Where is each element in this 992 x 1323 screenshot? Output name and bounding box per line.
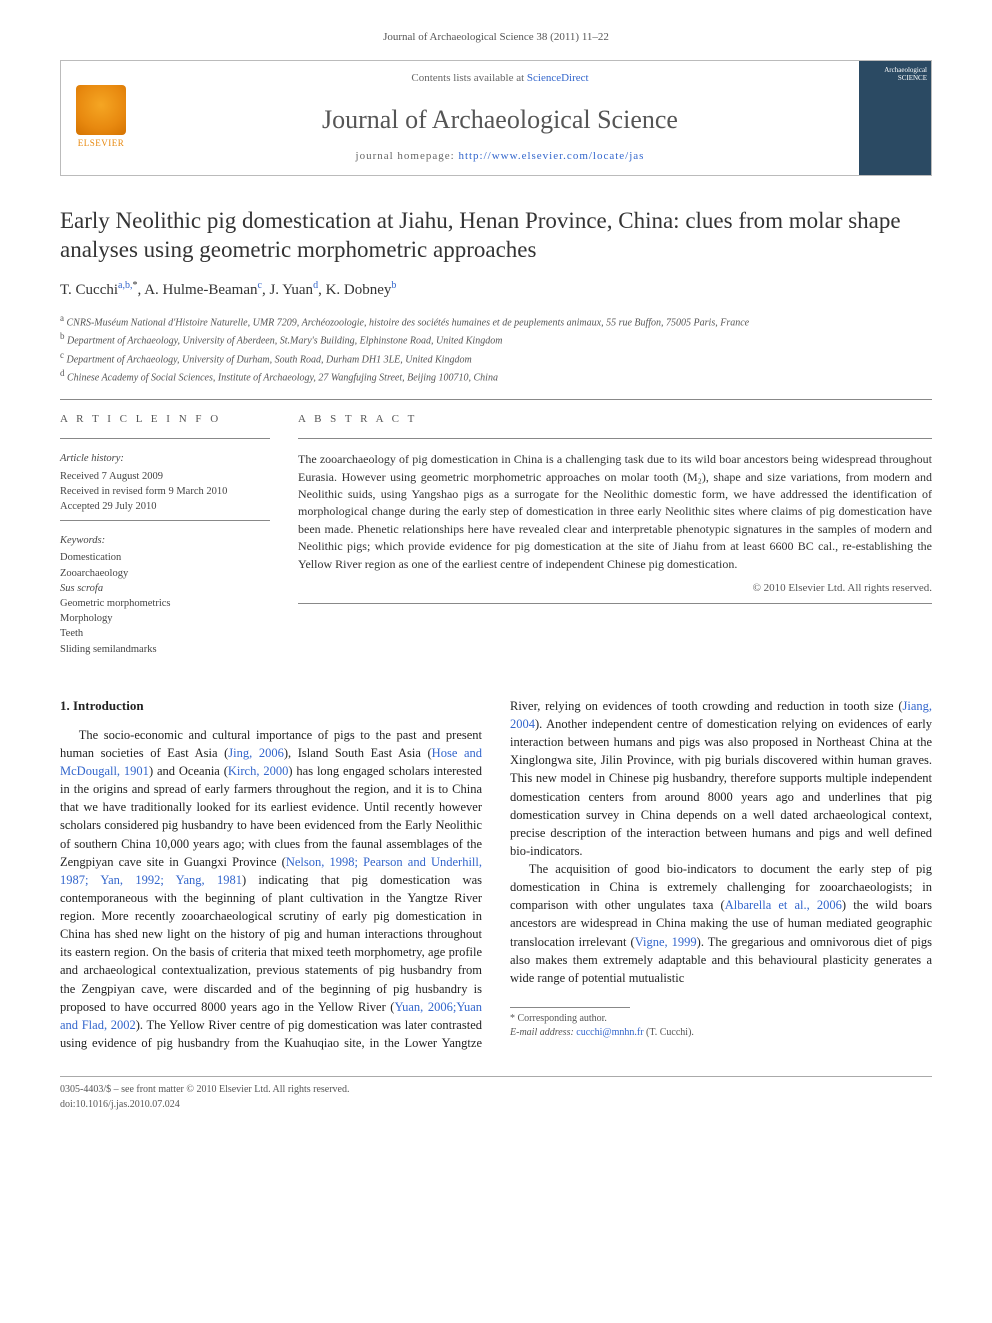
copyright-line: © 2010 Elsevier Ltd. All rights reserved… bbox=[298, 581, 932, 597]
affiliation-key: a bbox=[60, 313, 64, 323]
divider bbox=[60, 438, 270, 439]
citation-link[interactable]: Jiang, 2004 bbox=[510, 699, 932, 731]
cover-thumb-title: Archaeological SCIENCE bbox=[863, 67, 927, 82]
doi-line: doi:10.1016/j.jas.2010.07.024 bbox=[60, 1098, 349, 1113]
section-title: Introduction bbox=[73, 698, 144, 713]
history-received: Received 7 August 2009 bbox=[60, 469, 270, 484]
abstract-text: The zooarchaeology of pig domestication … bbox=[298, 451, 932, 573]
affiliation-key: d bbox=[60, 368, 65, 378]
citation-link[interactable]: Vigne, 1999 bbox=[635, 935, 697, 949]
header-citation: Journal of Archaeological Science 38 (20… bbox=[60, 30, 932, 46]
affiliation-text: Department of Archaeology, University of… bbox=[67, 354, 472, 365]
journal-title: Journal of Archaeological Science bbox=[149, 101, 851, 139]
author-list: T. Cucchia,b,*, A. Hulme-Beamanc, J. Yua… bbox=[60, 279, 932, 302]
sciencedirect-link[interactable]: ScienceDirect bbox=[527, 72, 589, 84]
keyword: Geometric morphometrics bbox=[60, 596, 270, 611]
affiliation: d Chinese Academy of Social Sciences, In… bbox=[60, 367, 932, 385]
citation-link[interactable]: Yuan, 2006;Yuan and Flad, 2002 bbox=[60, 1000, 482, 1032]
corresponding-author-star: * bbox=[133, 280, 138, 291]
homepage-link[interactable]: http://www.elsevier.com/locate/jas bbox=[458, 150, 644, 162]
divider bbox=[298, 603, 932, 604]
affiliation: b Department of Archaeology, University … bbox=[60, 330, 932, 348]
divider bbox=[60, 399, 932, 400]
footnote-separator bbox=[510, 1007, 630, 1008]
section-heading: 1. Introduction bbox=[60, 697, 482, 716]
article-info-panel: A R T I C L E I N F O Article history: R… bbox=[60, 412, 270, 657]
abstract-panel: A B S T R A C T The zooarchaeology of pi… bbox=[298, 412, 932, 657]
author-name: K. Dobney bbox=[326, 282, 392, 298]
divider bbox=[298, 438, 932, 439]
journal-center: Contents lists available at ScienceDirec… bbox=[141, 61, 859, 175]
abstract-heading: A B S T R A C T bbox=[298, 412, 932, 428]
corresponding-author-footnote: * Corresponding author. E-mail address: … bbox=[510, 1012, 932, 1041]
affiliation-text: Department of Archaeology, University of… bbox=[67, 336, 502, 347]
author-affiliation-marker[interactable]: a,b, bbox=[118, 280, 132, 291]
article-info-heading: A R T I C L E I N F O bbox=[60, 412, 270, 428]
email-link[interactable]: cucchi@mnhn.fr bbox=[576, 1027, 643, 1038]
history-accepted: Accepted 29 July 2010 bbox=[60, 499, 270, 514]
journal-header-box: ELSEVIER Contents lists available at Sci… bbox=[60, 60, 932, 176]
section-number: 1. bbox=[60, 698, 70, 713]
affiliation-key: b bbox=[60, 331, 65, 341]
info-abstract-row: A R T I C L E I N F O Article history: R… bbox=[60, 412, 932, 657]
affiliation-text: Chinese Academy of Social Sciences, Inst… bbox=[67, 372, 498, 383]
history-label: Article history: bbox=[60, 451, 270, 466]
elsevier-tree-icon bbox=[76, 85, 126, 135]
affiliation-text: CNRS-Muséum National d'Histoire Naturell… bbox=[67, 317, 750, 328]
keyword: Sliding semilandmarks bbox=[60, 642, 270, 657]
keyword: Teeth bbox=[60, 626, 270, 641]
journal-cover-thumbnail[interactable]: Archaeological SCIENCE bbox=[859, 61, 931, 175]
keyword: Zooarchaeology bbox=[60, 566, 270, 581]
article-title: Early Neolithic pig domestication at Jia… bbox=[60, 206, 932, 266]
keyword: Sus scrofa bbox=[60, 581, 270, 596]
affiliation: c Department of Archaeology, University … bbox=[60, 349, 932, 367]
email-name: (T. Cucchi). bbox=[646, 1027, 694, 1038]
contents-available-line: Contents lists available at ScienceDirec… bbox=[149, 71, 851, 87]
elsevier-logo[interactable]: ELSEVIER bbox=[61, 61, 141, 175]
front-matter-line: 0305-4403/$ – see front matter © 2010 El… bbox=[60, 1083, 349, 1098]
affiliations: a CNRS-Muséum National d'Histoire Nature… bbox=[60, 312, 932, 385]
affiliation-key: c bbox=[60, 350, 64, 360]
corr-email-line: E-mail address: cucchi@mnhn.fr (T. Cucch… bbox=[510, 1026, 932, 1041]
keywords-label: Keywords: bbox=[60, 533, 270, 548]
article-body: 1. Introduction The socio-economic and c… bbox=[60, 697, 932, 1052]
email-label: E-mail address: bbox=[510, 1027, 574, 1038]
author-name: A. Hulme-Beaman bbox=[144, 282, 257, 298]
elsevier-label: ELSEVIER bbox=[78, 137, 125, 150]
footer-left: 0305-4403/$ – see front matter © 2010 El… bbox=[60, 1083, 349, 1112]
author-affiliation-marker[interactable]: c bbox=[258, 280, 262, 291]
homepage-line: journal homepage: http://www.elsevier.co… bbox=[149, 149, 851, 165]
contents-prefix: Contents lists available at bbox=[411, 72, 526, 84]
keyword: Morphology bbox=[60, 611, 270, 626]
citation-link[interactable]: Albarella et al., 2006 bbox=[725, 898, 842, 912]
citation-link[interactable]: Kirch, 2000 bbox=[228, 764, 288, 778]
author-affiliation-marker[interactable]: b bbox=[391, 280, 396, 291]
history-revised: Received in revised form 9 March 2010 bbox=[60, 484, 270, 499]
body-paragraph: The acquisition of good bio-indicators t… bbox=[510, 860, 932, 987]
corr-label: * Corresponding author. bbox=[510, 1012, 932, 1027]
homepage-prefix: journal homepage: bbox=[356, 150, 459, 162]
author-affiliation-marker[interactable]: d bbox=[313, 280, 318, 291]
citation-link[interactable]: Nelson, 1998; Pearson and Underhill, 198… bbox=[60, 855, 482, 887]
author-name: T. Cucchi bbox=[60, 282, 118, 298]
affiliation: a CNRS-Muséum National d'Histoire Nature… bbox=[60, 312, 932, 330]
page-footer: 0305-4403/$ – see front matter © 2010 El… bbox=[60, 1076, 932, 1112]
author-name: J. Yuan bbox=[269, 282, 313, 298]
keyword: Domestication bbox=[60, 550, 270, 565]
divider bbox=[60, 520, 270, 521]
citation-link[interactable]: Jing, 2006 bbox=[228, 746, 284, 760]
